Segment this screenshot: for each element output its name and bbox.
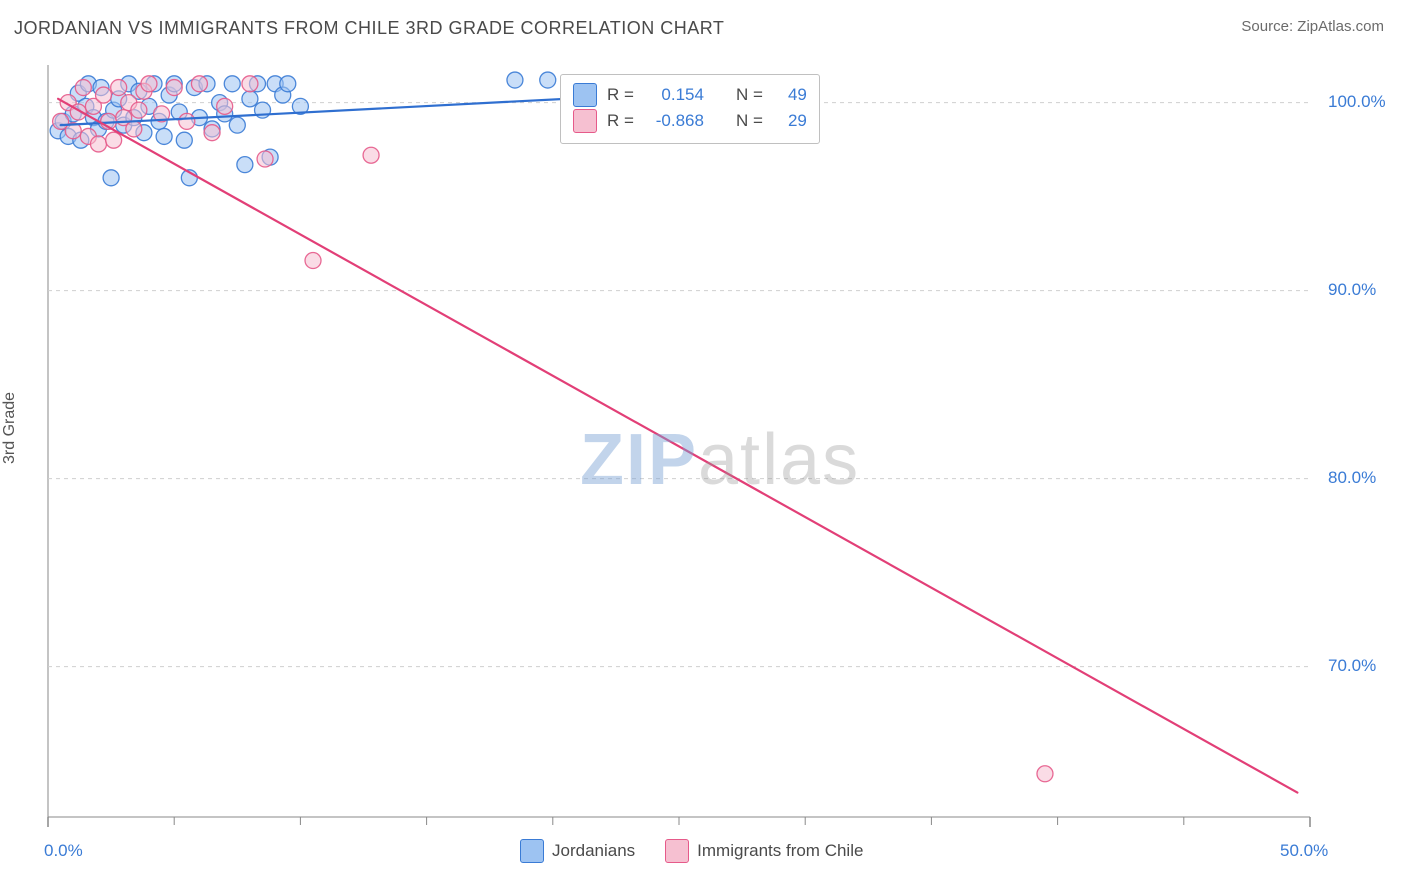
n-value: 49 <box>773 85 807 105</box>
legend-swatch <box>520 839 544 863</box>
y-tick: 100.0% <box>1328 92 1386 112</box>
source-prefix: Source: <box>1241 18 1297 35</box>
legend-swatch <box>665 839 689 863</box>
n-value: 29 <box>773 111 807 131</box>
correlation-info-box: R = 0.154 N = 49 R = -0.868 N = 29 <box>560 74 820 144</box>
n-label: N = <box>736 85 763 105</box>
r-label: R = <box>607 85 634 105</box>
chart-area: 3rd Grade ZIPatlas R =0.154N =49R =-0.86… <box>0 49 1406 879</box>
r-label: R = <box>607 111 634 131</box>
series-swatch <box>573 83 597 107</box>
x-tick: 50.0% <box>1280 841 1328 861</box>
n-label: N = <box>736 111 763 131</box>
x-tick: 0.0% <box>44 841 83 861</box>
info-row: R = -0.868 N = 29 <box>573 109 807 133</box>
info-row: R = 0.154 N = 49 <box>573 83 807 107</box>
r-value: -0.868 <box>644 111 704 131</box>
legend-label: Immigrants from Chile <box>697 841 863 861</box>
chart-header: JORDANIAN VS IMMIGRANTS FROM CHILE 3RD G… <box>0 0 1406 49</box>
series-swatch <box>573 109 597 133</box>
chart-legend: Jordanians Immigrants from Chile <box>520 839 863 863</box>
y-tick: 70.0% <box>1328 656 1376 676</box>
chart-title: JORDANIAN VS IMMIGRANTS FROM CHILE 3RD G… <box>14 18 724 39</box>
chart-source: Source: ZipAtlas.com <box>1241 18 1384 35</box>
legend-label: Jordanians <box>552 841 635 861</box>
legend-item: Immigrants from Chile <box>665 839 863 863</box>
r-value: 0.154 <box>644 85 704 105</box>
y-tick: 80.0% <box>1328 468 1376 488</box>
y-tick: 90.0% <box>1328 280 1376 300</box>
legend-item: Jordanians <box>520 839 635 863</box>
source-name: ZipAtlas.com <box>1297 18 1384 35</box>
scatter-plot <box>0 49 1406 879</box>
